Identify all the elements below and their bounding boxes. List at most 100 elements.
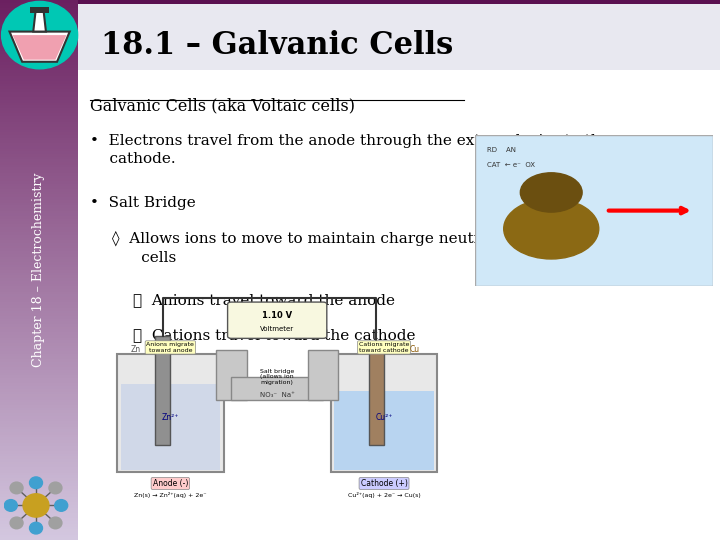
FancyBboxPatch shape (0, 130, 78, 132)
FancyBboxPatch shape (0, 124, 78, 127)
FancyBboxPatch shape (0, 119, 78, 122)
FancyBboxPatch shape (0, 181, 78, 184)
FancyBboxPatch shape (0, 68, 78, 70)
FancyBboxPatch shape (0, 97, 78, 100)
FancyBboxPatch shape (0, 89, 78, 92)
FancyBboxPatch shape (0, 235, 78, 238)
Text: RD    AN: RD AN (487, 147, 516, 153)
FancyBboxPatch shape (0, 421, 78, 424)
FancyBboxPatch shape (0, 216, 78, 219)
FancyBboxPatch shape (0, 346, 78, 348)
FancyBboxPatch shape (0, 78, 78, 81)
FancyBboxPatch shape (0, 500, 78, 502)
FancyBboxPatch shape (0, 470, 78, 472)
FancyBboxPatch shape (0, 143, 78, 146)
FancyBboxPatch shape (0, 300, 78, 302)
Circle shape (4, 500, 17, 511)
FancyBboxPatch shape (0, 243, 78, 246)
FancyBboxPatch shape (0, 383, 78, 386)
FancyBboxPatch shape (0, 230, 78, 232)
FancyBboxPatch shape (0, 440, 78, 443)
FancyBboxPatch shape (0, 427, 78, 429)
FancyBboxPatch shape (334, 390, 433, 470)
FancyBboxPatch shape (0, 397, 78, 400)
FancyBboxPatch shape (0, 516, 78, 518)
FancyBboxPatch shape (0, 313, 78, 316)
FancyBboxPatch shape (0, 5, 78, 8)
FancyBboxPatch shape (0, 454, 78, 456)
FancyBboxPatch shape (0, 165, 78, 167)
FancyBboxPatch shape (0, 521, 78, 524)
FancyBboxPatch shape (0, 432, 78, 435)
FancyBboxPatch shape (0, 273, 78, 275)
FancyBboxPatch shape (0, 381, 78, 383)
Circle shape (10, 517, 23, 529)
FancyBboxPatch shape (231, 377, 323, 400)
FancyBboxPatch shape (0, 502, 78, 505)
FancyBboxPatch shape (0, 278, 78, 281)
FancyBboxPatch shape (0, 324, 78, 327)
FancyBboxPatch shape (0, 508, 78, 510)
FancyBboxPatch shape (0, 481, 78, 483)
FancyBboxPatch shape (0, 57, 78, 59)
FancyBboxPatch shape (0, 24, 78, 27)
FancyBboxPatch shape (0, 270, 78, 273)
FancyBboxPatch shape (0, 43, 78, 46)
FancyBboxPatch shape (0, 140, 78, 143)
FancyBboxPatch shape (0, 111, 78, 113)
FancyBboxPatch shape (330, 354, 438, 472)
Circle shape (10, 482, 23, 494)
Text: Cu: Cu (410, 345, 420, 354)
FancyBboxPatch shape (0, 364, 78, 367)
FancyBboxPatch shape (0, 526, 78, 529)
FancyBboxPatch shape (0, 329, 78, 332)
FancyBboxPatch shape (0, 321, 78, 324)
FancyBboxPatch shape (0, 305, 78, 308)
FancyBboxPatch shape (0, 86, 78, 89)
FancyBboxPatch shape (0, 486, 78, 489)
FancyBboxPatch shape (0, 475, 78, 478)
FancyBboxPatch shape (0, 537, 78, 540)
Text: Salt bridge
(allows ion
migration): Salt bridge (allows ion migration) (260, 369, 294, 385)
FancyBboxPatch shape (0, 310, 78, 313)
Text: CAT  ← e⁻  OX: CAT ← e⁻ OX (487, 162, 535, 168)
FancyBboxPatch shape (0, 532, 78, 535)
FancyBboxPatch shape (0, 108, 78, 111)
FancyBboxPatch shape (0, 351, 78, 354)
FancyBboxPatch shape (0, 424, 78, 427)
FancyBboxPatch shape (475, 135, 713, 286)
FancyBboxPatch shape (0, 113, 78, 116)
FancyBboxPatch shape (0, 27, 78, 30)
FancyBboxPatch shape (0, 224, 78, 227)
FancyBboxPatch shape (0, 105, 78, 108)
FancyBboxPatch shape (0, 197, 78, 200)
FancyBboxPatch shape (0, 489, 78, 491)
FancyBboxPatch shape (0, 392, 78, 394)
FancyBboxPatch shape (0, 49, 78, 51)
FancyBboxPatch shape (0, 73, 78, 76)
FancyBboxPatch shape (0, 232, 78, 235)
FancyBboxPatch shape (0, 173, 78, 176)
FancyBboxPatch shape (0, 127, 78, 130)
FancyBboxPatch shape (0, 308, 78, 310)
FancyBboxPatch shape (0, 375, 78, 378)
FancyBboxPatch shape (0, 408, 78, 410)
FancyBboxPatch shape (0, 213, 78, 216)
FancyBboxPatch shape (0, 335, 78, 338)
FancyBboxPatch shape (307, 350, 338, 400)
FancyBboxPatch shape (0, 367, 78, 370)
FancyBboxPatch shape (0, 162, 78, 165)
FancyBboxPatch shape (0, 205, 78, 208)
Text: ➤  Anions travel toward the anode: ➤ Anions travel toward the anode (133, 294, 395, 308)
FancyBboxPatch shape (0, 354, 78, 356)
FancyBboxPatch shape (0, 284, 78, 286)
FancyBboxPatch shape (0, 416, 78, 418)
FancyBboxPatch shape (228, 302, 327, 339)
FancyBboxPatch shape (0, 302, 78, 305)
FancyBboxPatch shape (0, 100, 78, 103)
Text: •  Electrons travel from the anode through the external wire to the
    cathode.: • Electrons travel from the anode throug… (90, 134, 610, 166)
FancyBboxPatch shape (0, 472, 78, 475)
Text: Cations migrate
toward cathode: Cations migrate toward cathode (359, 342, 409, 353)
FancyBboxPatch shape (0, 167, 78, 170)
FancyBboxPatch shape (0, 14, 78, 16)
